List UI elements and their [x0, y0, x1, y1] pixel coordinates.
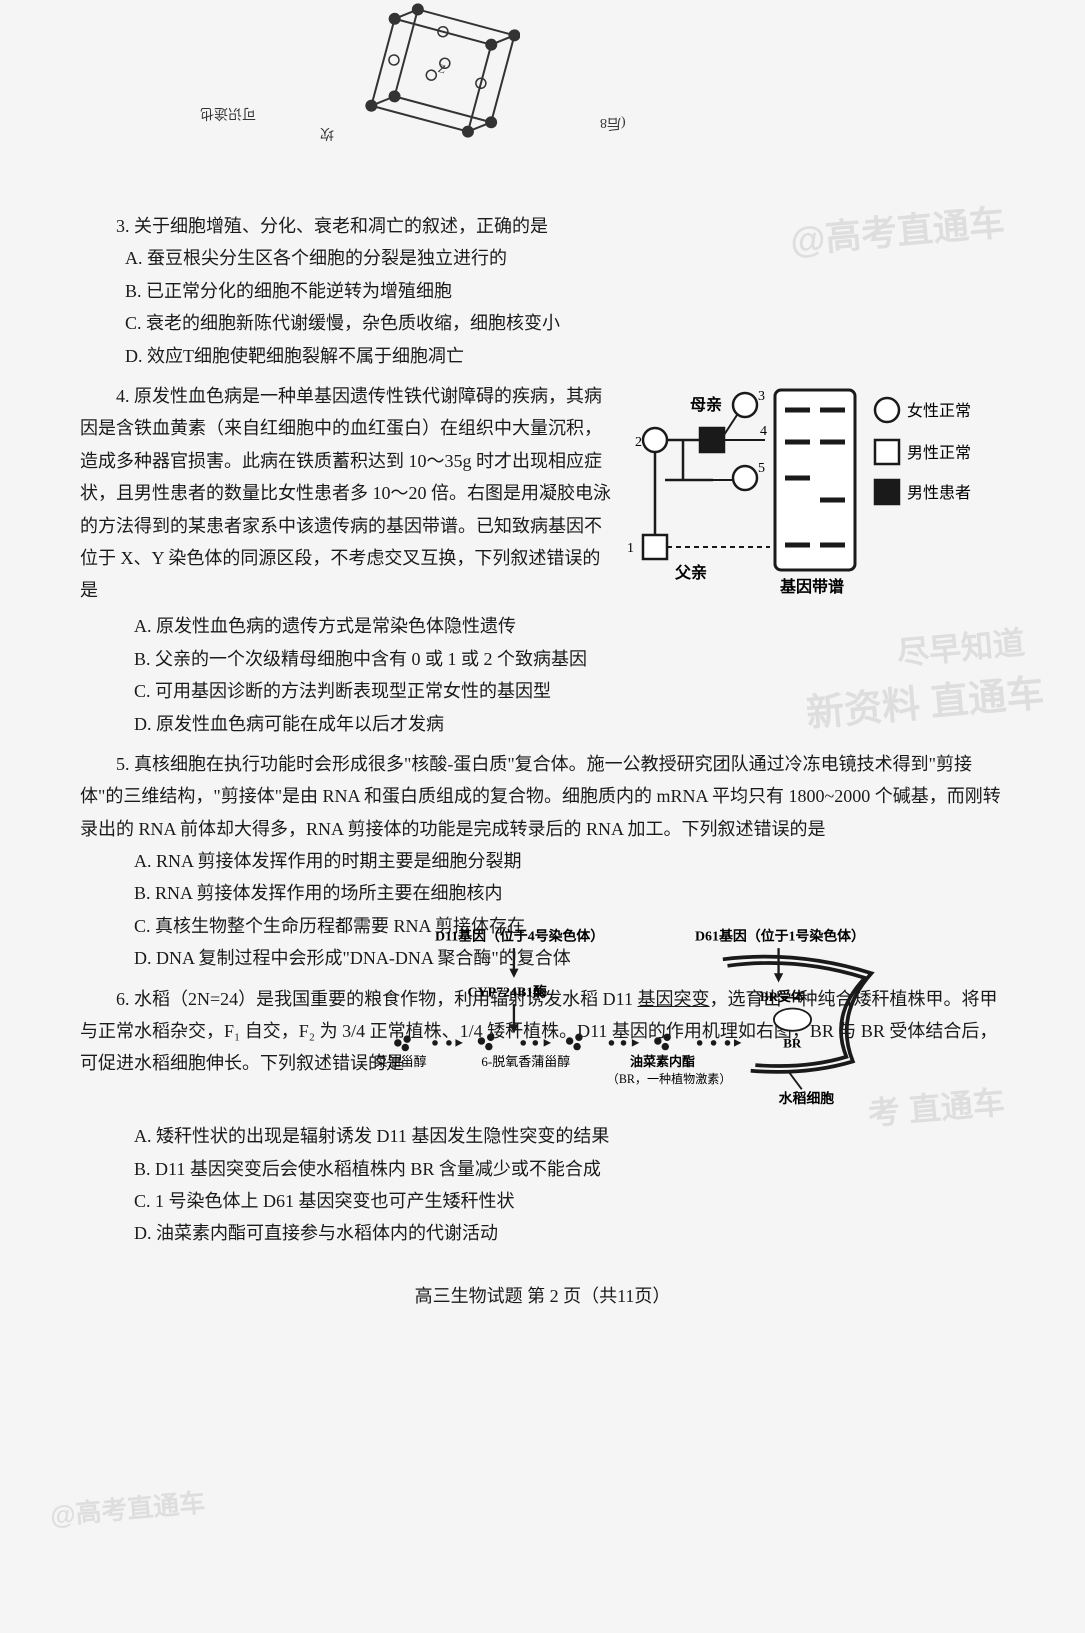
svg-text:3: 3	[758, 389, 765, 404]
q6-option-b: B. D11 基因突变后会使水稻植株内 BR 含量减少或不能合成	[80, 1153, 1005, 1185]
svg-text:D61基因（位于1号染色体）: D61基因（位于1号染色体）	[695, 928, 865, 945]
mother-label: 母亲	[690, 395, 722, 414]
svg-text:水稻细胞: 水稻细胞	[779, 1090, 835, 1107]
father-label: 父亲	[674, 563, 707, 582]
q3-stem: 3. 关于细胞增殖、分化、衰老和凋亡的叙述，正确的是	[80, 210, 1005, 242]
svg-text:1: 1	[627, 541, 634, 556]
q6-option-a: A. 矮秆性状的出现是辐射诱发 D11 基因发生隐性突变的结果	[80, 1120, 1005, 1152]
q4-figure: 母亲 2 3 4 5 1 父亲	[625, 380, 1005, 610]
q4-option-b: B. 父亲的一个次级精母细胞中含有 0 或 1 或 2 个致病基因	[80, 643, 1005, 675]
q5-stem: 5. 真核细胞在执行功能时会形成很多"核酸-蛋白质"复合体。施一公教授研究团队通…	[80, 748, 1005, 845]
svg-text:CYP724B1酶: CYP724B1酶	[468, 983, 548, 1000]
svg-text:（BR，一种植物激素）: （BR，一种植物激素）	[607, 1071, 732, 1086]
svg-text:4: 4	[760, 424, 767, 439]
q3-option-a: A. 蚕豆根尖分生区各个细胞的分裂是独立进行的	[80, 242, 1005, 274]
svg-text:5: 5	[758, 461, 765, 476]
gel-label: 基因带谱	[779, 577, 844, 596]
svg-text:BR: BR	[783, 1035, 802, 1050]
q4-option-d: D. 原发性血色病可能在成年以后才发病	[80, 708, 1005, 740]
question-4: 4. 原发性血色病是一种单基因遗传性铁代谢障碍的疾病，其病因是含铁血黄素（来自红…	[80, 380, 1005, 740]
svg-text:油菜素内酯: 油菜素内酯	[630, 1054, 695, 1069]
q3-option-d: D. 效应T细胞使靶细胞裂解不属于细胞凋亡	[80, 340, 1005, 372]
q6-option-d: D. 油菜素内酯可直接参与水稻体内的代谢活动	[80, 1217, 1005, 1249]
svg-text:6-脱氧香蒲甾醇: 6-脱氧香蒲甾醇	[481, 1054, 570, 1069]
q5-option-b: B. RNA 剪接体发挥作用的场所主要在细胞核内	[80, 877, 1005, 909]
cube-diagram: Z	[340, 0, 520, 160]
q3-option-c: C. 衰老的细胞新陈代谢缓慢，杂色质收缩，细胞核变小	[80, 307, 1005, 339]
question-3: 3. 关于细胞增殖、分化、衰老和凋亡的叙述，正确的是 A. 蚕豆根尖分生区各个细…	[80, 210, 1005, 372]
q4-option-a: A. 原发性血色病的遗传方式是常染色体隐性遗传	[80, 610, 1005, 642]
svg-text:Z: Z	[437, 61, 448, 76]
page-footer: 高三生物试题 第 2 页（共11页）	[80, 1280, 1005, 1312]
watermark: @高考直通车	[48, 1480, 207, 1540]
q5-option-a: A. RNA 剪接体发挥作用的时期主要是细胞分裂期	[80, 845, 1005, 877]
q4-option-c: C. 可用基因诊断的方法判断表现型正常女性的基因型	[80, 675, 1005, 707]
page-top-fragment: 可识途也 坎 (后8 Z	[80, 0, 1005, 180]
svg-text:2: 2	[635, 435, 642, 450]
rotated-label: 坎	[320, 120, 334, 145]
q4-stem: 4. 原发性血色病是一种单基因遗传性铁代谢障碍的疾病，其病因是含铁血黄素（来自红…	[80, 380, 615, 607]
svg-text:D11基因（位于4号染色体）: D11基因（位于4号染色体）	[435, 928, 604, 945]
rotated-label: (后8	[600, 110, 626, 135]
rotated-label: 可识途也	[200, 100, 256, 125]
svg-text:菜油甾醇: 菜油甾醇	[375, 1054, 427, 1069]
legend-male-affected: 男性患者	[907, 484, 971, 502]
svg-text:BR受体: BR受体	[760, 989, 805, 1004]
q6-figure: D11基因（位于4号染色体） D61基因（位于1号染色体） CYP724B1酶 …	[370, 920, 890, 1120]
q3-option-b: B. 已正常分化的细胞不能逆转为增殖细胞	[80, 275, 1005, 307]
legend-female-normal: 女性正常	[907, 401, 971, 420]
q6-option-c: C. 1 号染色体上 D61 基因突变也可产生矮秆性状	[80, 1185, 1005, 1217]
question-6: 6. 水稻（2N=24）是我国重要的粮食作物，利用辐射诱发水稻 D11 基因突变…	[80, 983, 1005, 1250]
legend-male-normal: 男性正常	[907, 444, 971, 462]
